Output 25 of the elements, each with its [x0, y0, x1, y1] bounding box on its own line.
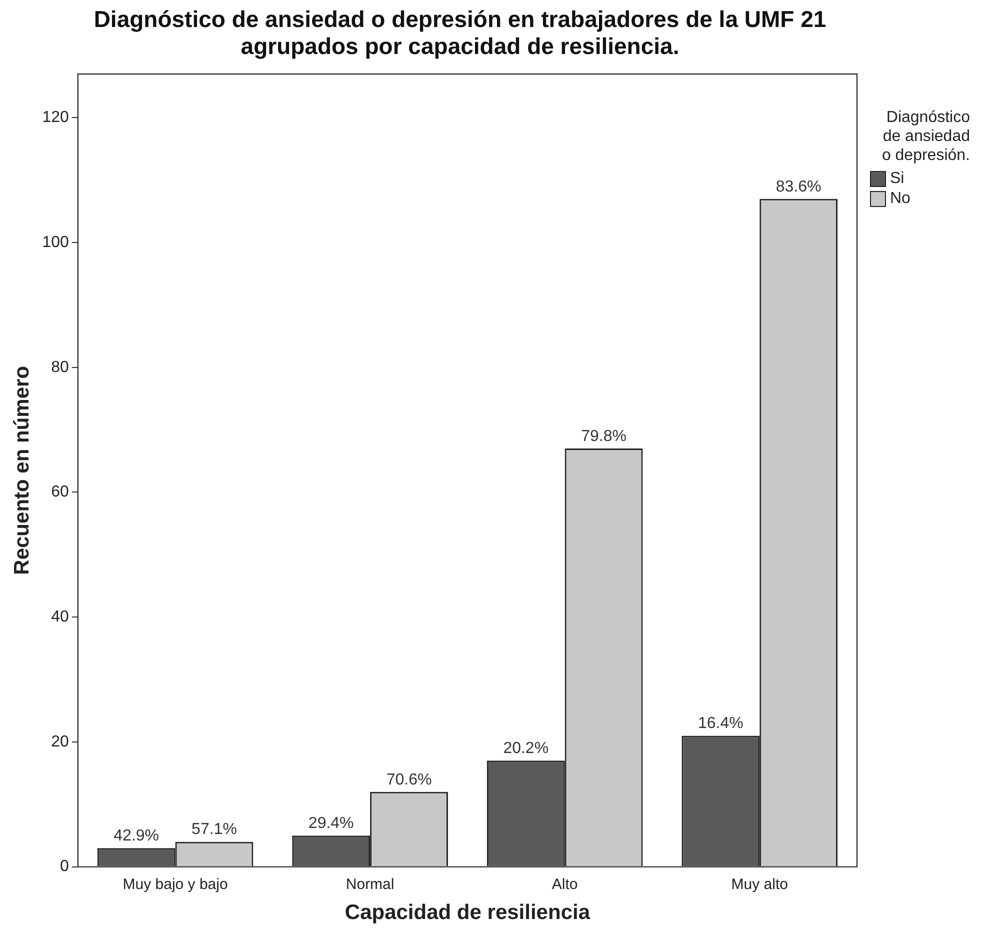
x-tick-label: Alto [552, 876, 578, 893]
annotation: 79.8% [581, 428, 626, 445]
legend-label: No [890, 190, 910, 208]
x-tick-label: Normal [346, 876, 394, 893]
annotation: 16.4% [698, 715, 744, 732]
x-tick-label: Muy bajo y bajo [122, 876, 228, 893]
y-tick-label: 0 [60, 858, 69, 876]
x-axis-title: Capacidad de resiliencia [344, 901, 590, 924]
y-tick-label: 40 [51, 608, 69, 626]
legend-title: Diagnóstico de ansiedad o depresión. [880, 108, 970, 165]
y-axis-title: Recuento en número [10, 366, 34, 575]
y-tick-label: 100 [42, 234, 69, 251]
y-tick-label: 20 [51, 733, 69, 750]
annotation: 57.1% [192, 821, 237, 838]
x-tick-label: Muy alto [731, 876, 788, 893]
annotation: 70.6% [386, 771, 432, 788]
annotation: 29.4% [308, 814, 354, 832]
legend-label: Si [890, 170, 904, 188]
y-tick-label: 120 [42, 109, 69, 126]
annotation: 83.6% [776, 178, 822, 196]
y-tick-label: 80 [51, 358, 69, 376]
annotation: 42.9% [114, 827, 160, 844]
y-tick-label: 60 [51, 484, 69, 501]
annotation: 20.2% [503, 740, 549, 758]
chart-title: Diagnóstico de ansiedad o depresión en trabajadores de la UMF 21 agrupados por capacidad de resiliencia. [92, 6, 828, 60]
